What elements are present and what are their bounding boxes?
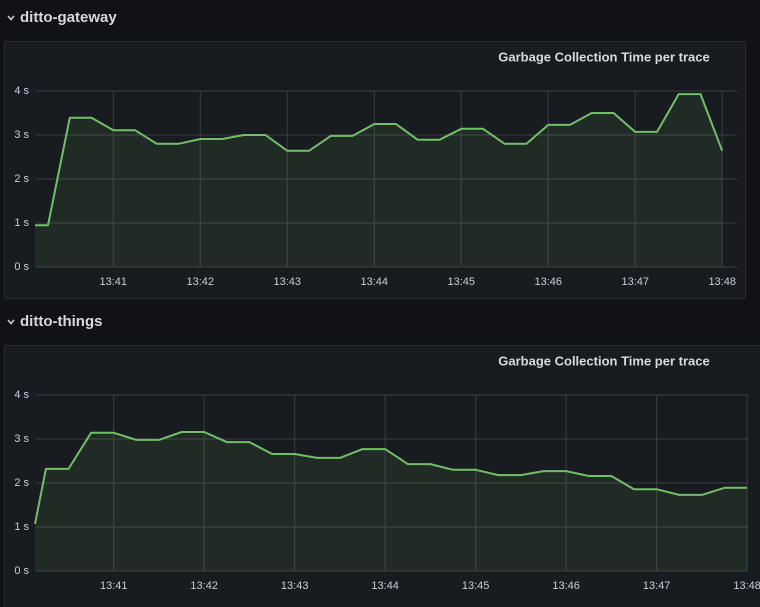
panel-title[interactable]: Garbage Collection Time per trace xyxy=(498,353,709,368)
area xyxy=(35,94,723,267)
x-tick-label: 13:43 xyxy=(281,580,309,592)
y-tick-label: 2 s xyxy=(14,173,29,185)
x-tick-label: 13:48 xyxy=(733,580,760,592)
area xyxy=(35,432,748,571)
x-tick-label: 13:46 xyxy=(534,276,562,288)
row-title[interactable]: ditto-gateway xyxy=(20,9,117,26)
x-tick-label: 13:47 xyxy=(621,276,649,288)
y-tick-label: 3 s xyxy=(14,433,29,445)
x-tick-label: 13:47 xyxy=(643,580,671,592)
row-chevron[interactable] xyxy=(7,319,15,325)
y-tick-label: 3 s xyxy=(14,129,29,141)
x-tick-label: 13:41 xyxy=(100,276,128,288)
row-title[interactable]: ditto-things xyxy=(20,313,102,330)
row-chevron[interactable] xyxy=(7,15,15,21)
y-tick-label: 1 s xyxy=(14,521,29,533)
x-tick-label: 13:43 xyxy=(274,276,302,288)
x-tick-label: 13:42 xyxy=(190,580,218,592)
y-tick-label: 4 s xyxy=(14,389,29,401)
x-tick-label: 13:44 xyxy=(371,580,399,592)
panel xyxy=(4,41,746,299)
y-tick-label: 0 s xyxy=(14,261,29,273)
x-tick-label: 13:41 xyxy=(100,580,128,592)
x-tick-label: 13:44 xyxy=(360,276,388,288)
panel-title[interactable]: Garbage Collection Time per trace xyxy=(498,49,709,64)
y-tick-label: 2 s xyxy=(14,477,29,489)
x-tick-label: 13:45 xyxy=(462,580,490,592)
line xyxy=(35,93,724,227)
y-tick-label: 1 s xyxy=(14,217,29,229)
line xyxy=(34,431,748,525)
x-tick-label: 13:48 xyxy=(708,276,736,288)
x-tick-label: 13:46 xyxy=(552,580,580,592)
panel xyxy=(4,345,760,607)
y-tick-label: 4 s xyxy=(14,85,29,97)
x-tick-label: 13:45 xyxy=(447,276,475,288)
y-tick-label: 0 s xyxy=(14,565,29,577)
x-tick-label: 13:42 xyxy=(187,276,215,288)
